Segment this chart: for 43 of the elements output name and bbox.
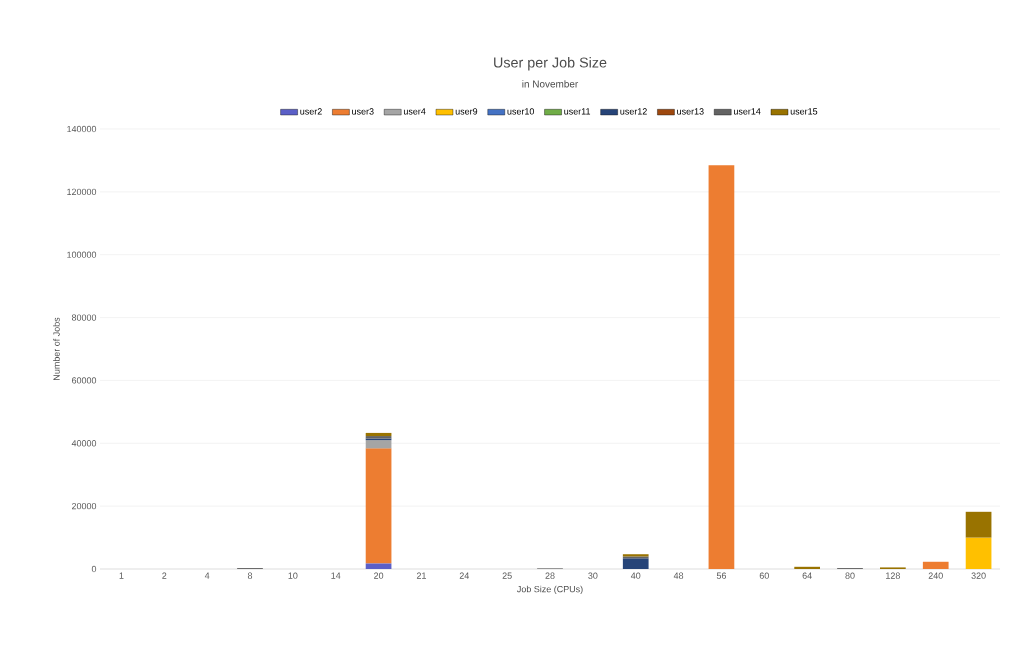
y-tick-label: 0 [91, 565, 97, 573]
x-tick-label: 2 [162, 572, 167, 579]
x-tick-label: 8 [247, 572, 253, 579]
legend-label: user10 [507, 108, 535, 115]
y-tick-label: 140000 [67, 125, 97, 133]
x-tick-label: 128 [886, 572, 900, 579]
x-tick-label: 30 [588, 572, 598, 579]
legend-label: user4 [403, 108, 426, 115]
x-tick-label: 64 [802, 572, 812, 579]
x-axis-title: Job Size (CPUs) [517, 585, 583, 595]
x-tick-label: 24 [459, 572, 470, 579]
x-tick-label: 25 [502, 572, 512, 579]
x-tick-label: 1 [119, 572, 124, 579]
x-tick-label: 80 [845, 572, 855, 579]
chart-title: User per Job Size [494, 57, 607, 71]
legend-label: user13 [677, 108, 704, 115]
y-tick-label: 80000 [71, 314, 97, 321]
x-tick-label: 320 [971, 572, 986, 579]
x-tick-label: 40 [630, 572, 641, 579]
legend-label: user9 [455, 108, 478, 115]
x-tick-label: 60 [759, 572, 769, 579]
legend-label: user14 [733, 108, 761, 115]
y-tick-label: 120000 [67, 188, 97, 196]
legend-label: user2 [300, 108, 322, 115]
x-tick-label: 10 [288, 572, 298, 579]
x-tick-label: 14 [331, 572, 341, 579]
legend-label: user12 [620, 108, 647, 115]
x-tick-label: 20 [374, 572, 384, 579]
legend-label: user11 [564, 108, 591, 115]
x-tick-label: 28 [545, 572, 555, 579]
y-tick-label: 20000 [72, 502, 97, 510]
x-tick-label: 240 [928, 572, 943, 579]
chart-subtitle: in November [522, 80, 579, 88]
legend-label: user3 [352, 108, 374, 115]
y-tick-label: 100000 [67, 251, 97, 258]
x-tick-label: 21 [416, 572, 426, 579]
y-axis-title: Number of Jobs [53, 317, 60, 380]
x-tick-label: 48 [673, 572, 684, 579]
legend-label: user15 [790, 108, 818, 115]
y-tick-label: 60000 [72, 377, 97, 384]
y-tick-label: 40000 [71, 440, 97, 447]
x-tick-label: 56 [716, 572, 727, 579]
x-tick-label: 4 [204, 572, 210, 579]
